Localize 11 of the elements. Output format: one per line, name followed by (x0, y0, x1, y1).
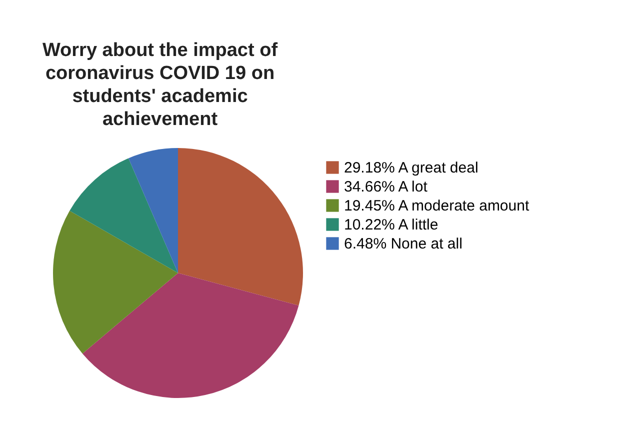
pie-slice (53, 210, 178, 354)
legend-label: 34.66% A lot (344, 178, 428, 196)
chart-title: Worry about the impact of coronavirus COVID 19 on students' academic achievement (42, 40, 278, 130)
pie-slice (128, 148, 178, 273)
legend-label: 6.48% None at all (344, 236, 462, 252)
legend-label: 10.22% A little (344, 216, 438, 234)
legend-label: 19.45% A moderate amount (344, 198, 530, 214)
pie-slice (70, 158, 178, 273)
pie-slice (178, 148, 303, 306)
legend-label: 29.18% A great deal (344, 160, 478, 176)
pie-slice (82, 273, 299, 398)
